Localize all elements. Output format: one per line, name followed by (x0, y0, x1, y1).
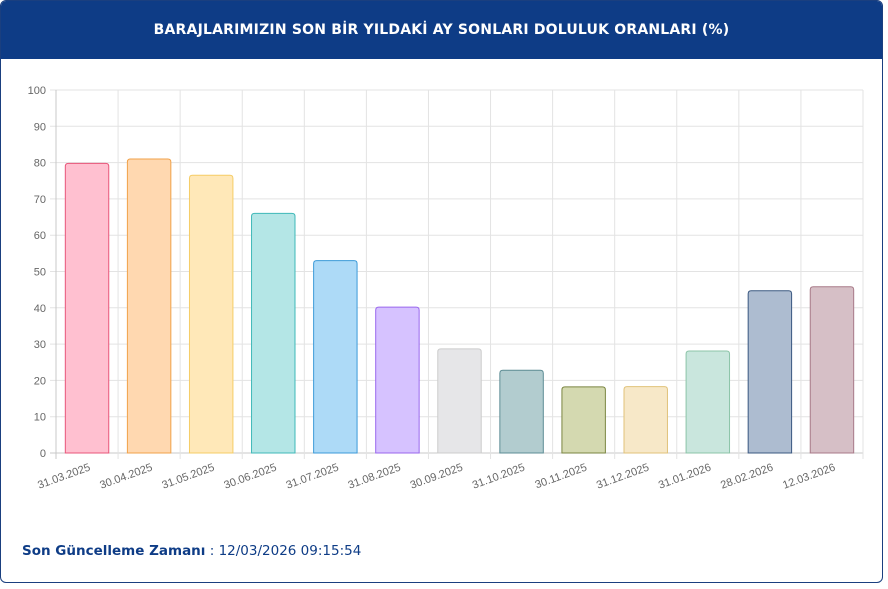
y-tick-label: 40 (34, 303, 46, 315)
bar (623, 386, 668, 454)
y-tick-label: 90 (34, 121, 46, 133)
x-tick-label: 30.04.2025 (98, 462, 154, 492)
bar (375, 306, 420, 454)
x-tick-label: 30.11.2025 (534, 462, 589, 492)
last-update-value: 12/03/2026 09:15:54 (218, 543, 362, 559)
x-tick-label: 31.01.2026 (657, 462, 713, 492)
y-tick-label: 30 (34, 339, 46, 351)
y-tick-label: 20 (34, 375, 46, 387)
chart-title: BARAJLARIMIZIN SON BİR YILDAKİ AY SONLAR… (153, 22, 730, 38)
last-update-separator: : (205, 543, 219, 559)
last-update: Son Güncelleme Zamanı : 12/03/2026 09:15… (22, 543, 361, 559)
bar (437, 348, 482, 454)
bar (64, 162, 110, 454)
x-tick-label: 31.07.2025 (285, 462, 341, 492)
x-tick-label: 30.09.2025 (409, 462, 465, 492)
bar (188, 174, 234, 454)
x-tick-label: 30.06.2025 (222, 462, 278, 492)
last-update-label: Son Güncelleme Zamanı (22, 543, 206, 559)
x-tick-label: 12.03.2026 (781, 462, 837, 492)
x-tick-label: 31.08.2025 (347, 462, 403, 492)
bar (313, 260, 358, 454)
bar (747, 290, 793, 454)
bar (685, 350, 731, 454)
x-tick-label: 31.05.2025 (160, 462, 216, 492)
y-tick-label: 70 (34, 194, 46, 206)
y-tick-label: 80 (34, 158, 46, 170)
bar (809, 286, 855, 454)
x-tick-label: 31.12.2025 (595, 462, 651, 492)
y-tick-label: 60 (34, 230, 46, 242)
bar (251, 212, 296, 454)
x-tick-label: 31.10.2025 (471, 462, 527, 492)
y-tick-label: 0 (40, 448, 46, 460)
x-tick-label: 31.03.2025 (36, 462, 92, 492)
x-tick-label: 28.02.2026 (719, 462, 775, 492)
chart-header: BARAJLARIMIZIN SON BİR YILDAKİ AY SONLAR… (1, 1, 882, 59)
bar (499, 369, 544, 454)
y-tick-label: 10 (34, 412, 46, 424)
y-tick-label: 50 (34, 267, 46, 279)
bar (561, 386, 606, 454)
bar (126, 158, 172, 454)
bar-chart: 0 10 20 30 40 50 60 70 80 90 100 31.03.2025 30.04.20… (28, 85, 864, 492)
y-tick-label: 100 (28, 85, 46, 97)
